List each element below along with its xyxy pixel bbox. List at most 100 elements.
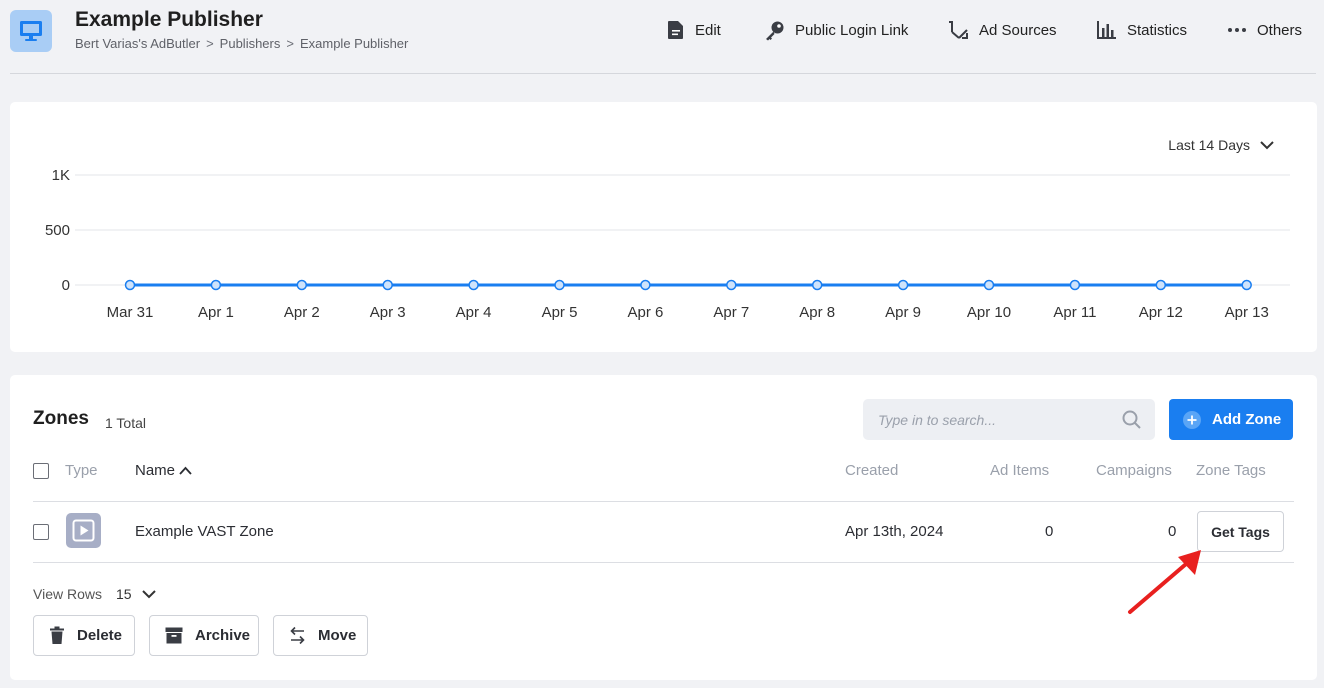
delete-label: Delete [77,627,123,644]
date-range-dropdown[interactable]: Last 14 Days [1168,137,1274,153]
x-tick-label: Apr 13 [1225,304,1269,321]
zone-search-box [863,399,1155,440]
x-tick-label: Apr 2 [284,304,320,321]
statistics-label: Statistics [1127,21,1188,39]
bar-chart-icon [1097,21,1116,39]
breadcrumb-separator: > [286,36,294,51]
public-login-label: Public Login Link [795,21,909,39]
view-rows-label: View Rows [33,586,102,602]
data-point [1155,279,1167,291]
zones-total-count: 1 Total [105,415,146,431]
add-zone-label: Add Zone [1212,411,1282,428]
zone-ad-items-count: 0 [1045,523,1054,540]
line-chart: 0 500 1K Mar 31 Apr 1 Apr 2 Apr 3 Apr 4 Apr 5 Apr… [45,167,1290,321]
column-header-name[interactable]: Name [135,462,192,479]
breadcrumb-publishers[interactable]: Publishers [219,36,281,51]
plus-circle-icon [1183,410,1201,429]
zones-title: Zones [33,408,89,429]
others-label: Others [1257,21,1303,39]
chevron-down-icon [141,589,156,598]
chevron-down-icon [1260,140,1274,149]
x-tick-label: Apr 5 [542,304,578,321]
sort-ascending-icon [179,466,192,475]
data-point [811,279,823,291]
breadcrumb-current: Example Publisher [299,36,409,51]
data-point [983,279,995,291]
breadcrumb-separator: > [206,36,214,51]
data-point [726,279,737,291]
x-tick-label: Apr 1 [198,304,234,321]
row-select-checkbox[interactable] [33,524,49,540]
public-login-link-button[interactable]: Public Login Link [764,18,908,42]
ad-sources-icon [949,21,968,39]
data-point [210,279,222,291]
breadcrumb-account[interactable]: Bert Varias's AdButler [75,36,201,51]
x-tick-label: Apr 7 [713,304,749,321]
column-header-zone-tags: Zone Tags [1196,462,1266,479]
x-tick-label: Apr 10 [967,304,1011,321]
x-tick-label: Apr 8 [799,304,835,321]
archive-box-icon [165,627,183,644]
search-icon[interactable] [1122,410,1141,429]
move-label: Move [318,627,357,644]
x-tick-label: Apr 3 [370,304,406,321]
x-tick-label: Apr 11 [1053,304,1096,321]
x-tick-label: Apr 9 [885,304,921,321]
header-divider [10,73,1316,74]
x-tick-label: Apr 4 [456,304,492,321]
page-title: Example Publisher [75,8,263,31]
zone-created-date: Apr 13th, 2024 [845,523,944,540]
video-play-icon [66,513,101,548]
document-edit-icon [668,21,683,39]
column-header-created[interactable]: Created [845,462,899,479]
view-rows-dropdown[interactable]: 15 [116,586,156,602]
view-rows-value: 15 [116,586,132,602]
column-header-campaigns[interactable]: Campaigns [1096,462,1172,479]
data-point [382,279,393,291]
ad-sources-label: Ad Sources [979,21,1057,39]
breadcrumb: Bert Varias's AdButler > Publishers > Ex… [75,36,408,51]
zone-search-input[interactable] [878,411,1108,428]
edit-label: Edit [695,21,721,39]
x-tick-label: Apr 6 [627,304,663,321]
archive-button[interactable]: Archive [149,615,259,656]
more-dots-icon [1228,28,1246,32]
statistics-chart-card: Last 14 Days 0 500 1K Mar 31 Apr 1 Apr 2 Apr 3… [10,102,1317,352]
trash-icon [50,626,64,644]
data-point [554,279,565,291]
zone-campaigns-count: 0 [1168,523,1177,540]
edit-button[interactable]: Edit [667,18,721,42]
add-zone-button[interactable]: Add Zone [1169,399,1293,440]
ad-sources-button[interactable]: Ad Sources [947,18,1057,42]
data-point [640,279,651,291]
date-range-value: Last 14 Days [1168,137,1250,153]
row-divider [33,562,1294,563]
data-point [296,279,308,291]
data-point [1069,279,1081,291]
view-rows-control: View Rows 15 [33,586,156,602]
delete-button[interactable]: Delete [33,615,135,656]
x-tick-label: Mar 31 [107,304,154,321]
statistics-button[interactable]: Statistics [1096,18,1187,42]
y-tick-label: 0 [62,277,70,294]
others-menu-button[interactable]: Others [1227,18,1302,42]
column-header-ad-items[interactable]: Ad Items [990,462,1050,479]
y-tick-label: 1K [52,167,70,184]
get-tags-button[interactable]: Get Tags [1197,511,1284,552]
data-point [124,279,136,291]
publisher-monitor-icon [10,10,52,52]
data-point [1241,279,1252,291]
zones-card: Zones 1 Total Add Zone Type Name Created… [10,375,1317,680]
column-header-type: Type [65,462,98,479]
zone-name-link[interactable]: Example VAST Zone [135,523,274,540]
select-all-checkbox[interactable] [33,463,49,479]
column-header-name-label: Name [135,462,176,479]
move-button[interactable]: Move [273,615,368,656]
data-point [468,279,479,291]
archive-label: Archive [195,627,251,644]
data-point [897,279,909,291]
swap-arrows-icon [290,626,305,645]
x-tick-label: Apr 12 [1139,304,1183,321]
header-row-divider [33,501,1294,502]
key-icon [766,21,784,40]
